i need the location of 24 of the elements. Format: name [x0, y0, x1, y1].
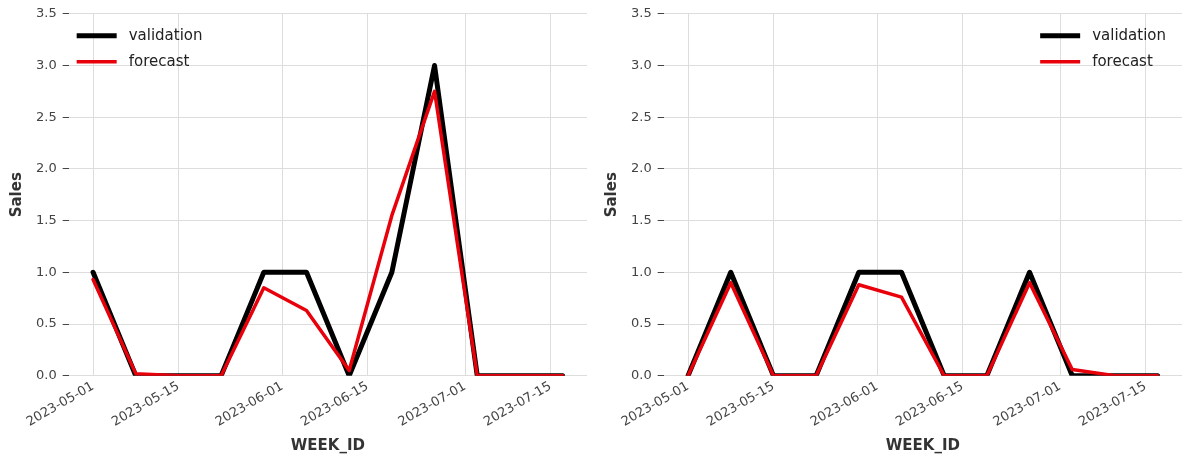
y-tick-label: 2.5	[630, 108, 652, 124]
y-tick-label: 0.5	[630, 315, 652, 331]
y-tick-label: 2.0	[630, 160, 652, 176]
legend-label: forecast	[1092, 51, 1153, 70]
y-tick-label: 1.5	[35, 211, 57, 227]
legend-label: validation	[128, 25, 203, 44]
x-axis-title: WEEK_ID	[290, 435, 365, 454]
y-tick-label: 3.5	[35, 5, 57, 21]
y-tick-label: 0.0	[35, 367, 57, 383]
legend-label: validation	[1092, 25, 1167, 44]
y-axis-title: Sales	[6, 172, 25, 218]
y-tick-label: 3.0	[35, 56, 57, 72]
y-tick-label: 1.0	[630, 263, 652, 279]
y-tick-label: 2.0	[35, 160, 57, 176]
y-tick-label: 3.0	[630, 56, 652, 72]
y-axis-title: Sales	[601, 172, 620, 218]
y-tick-label: 1.0	[35, 263, 57, 279]
y-tick-label: 1.5	[630, 211, 652, 227]
legend-label: forecast	[128, 51, 190, 70]
y-tick-label: 0.0	[630, 367, 652, 383]
x-axis-title: WEEK_ID	[885, 435, 960, 454]
y-tick-label: 0.5	[35, 315, 57, 331]
y-tick-label: 3.5	[630, 5, 652, 21]
y-tick-label: 2.5	[35, 108, 57, 124]
